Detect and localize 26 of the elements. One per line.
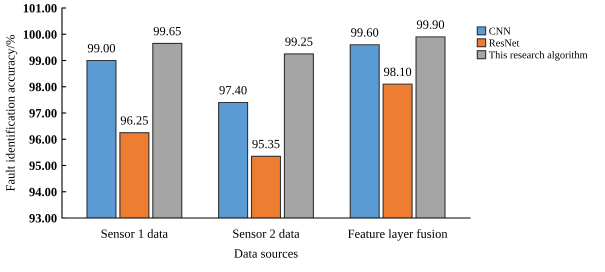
- y-tick-label: 96.00: [29, 135, 57, 144]
- y-tick-label: 94.00: [29, 188, 57, 196]
- text: 95.35: [252, 140, 280, 148]
- x-axis-title: Data sources: [234, 249, 298, 258]
- text: 99.25: [285, 37, 312, 46]
- y-axis-title: Fault identification accuracy/%: [6, 34, 18, 192]
- y-tick-label: 99.00: [29, 56, 57, 66]
- legend-label: ResNet: [489, 40, 520, 46]
- text: 96.25: [120, 116, 148, 125]
- y-tick-label: 98.00: [29, 82, 57, 92]
- legend-label: CNN: [489, 28, 511, 35]
- text: 98.10: [384, 68, 412, 76]
- y-tick-label: 95.00: [29, 162, 57, 170]
- x-tick-label: Sensor 1 data: [102, 229, 168, 238]
- x-tick-label: Feature layer fusion: [348, 229, 448, 241]
- y-tick-label: 97.00: [29, 109, 57, 118]
- text: 97.40: [219, 86, 247, 94]
- y-tick-label: 93.00: [29, 214, 57, 223]
- text: 99.60: [351, 28, 378, 37]
- y-tick-label: 100.00: [24, 30, 57, 39]
- text: 99.90: [416, 20, 444, 29]
- y-tick-label: 101.00: [24, 4, 57, 13]
- text: 99.65: [154, 26, 181, 36]
- text: 99.00: [88, 44, 116, 52]
- legend-label: This research algorithm: [488, 51, 588, 61]
- x-tick-label: Sensor 2 data: [233, 229, 300, 238]
